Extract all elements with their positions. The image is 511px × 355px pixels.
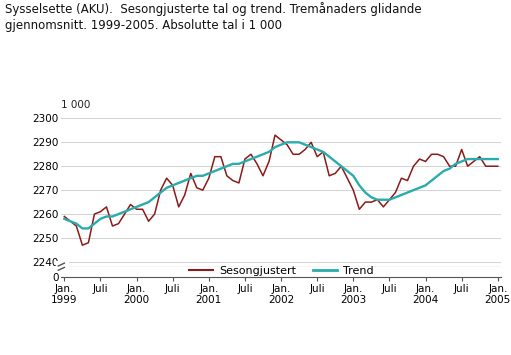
Legend: Sesongjustert, Trend: Sesongjustert, Trend xyxy=(184,261,378,280)
Text: 1 000: 1 000 xyxy=(61,100,90,110)
Text: Sysselsette (AKU).  Sesongjusterte tal og trend. Tremånaders glidande
gjennomsni: Sysselsette (AKU). Sesongjusterte tal og… xyxy=(5,2,422,32)
